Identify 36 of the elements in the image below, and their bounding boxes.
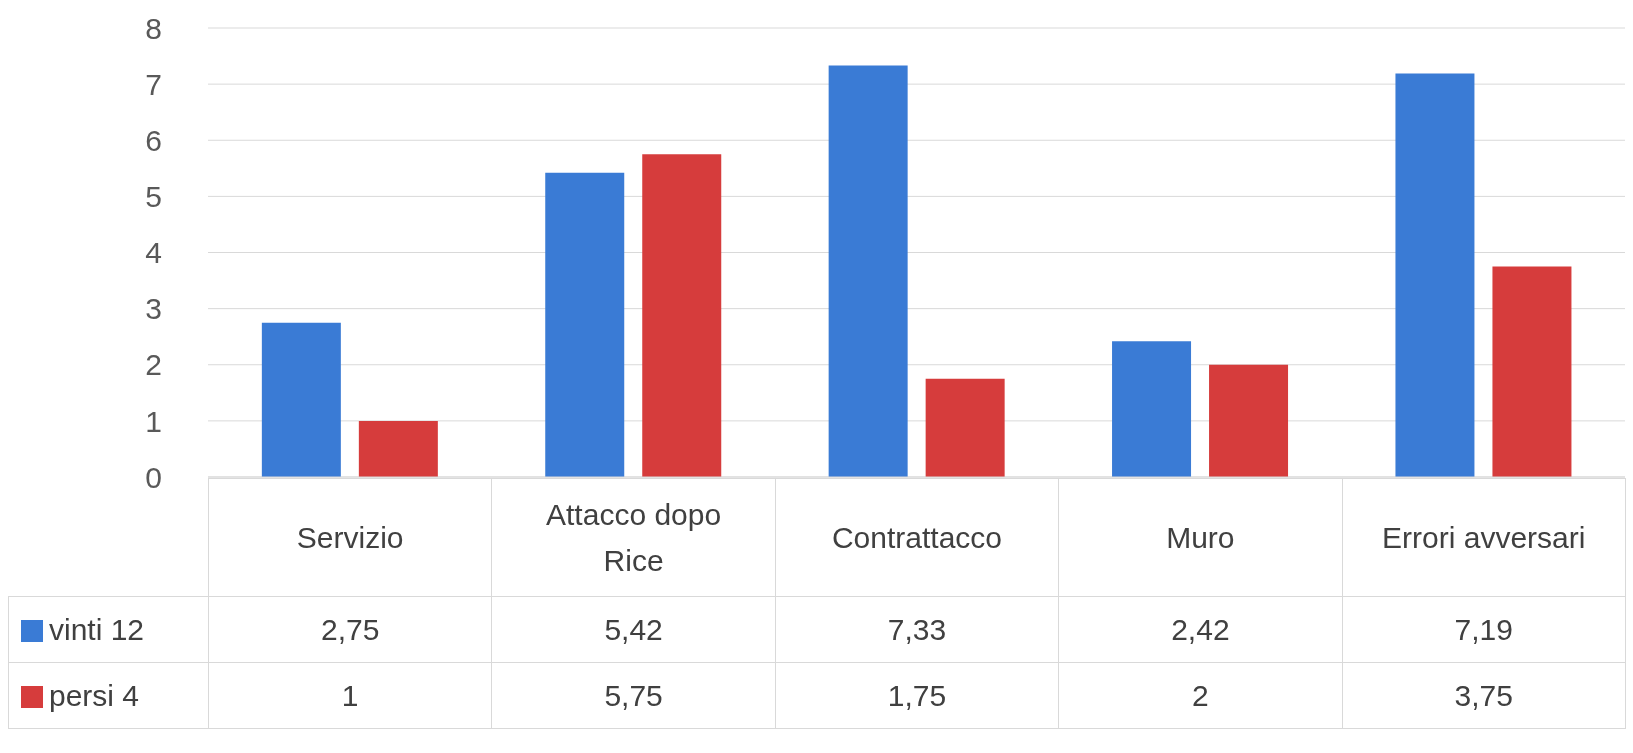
y-tick-label: 7 [145,67,162,101]
bar [358,420,438,477]
data-label: 1 [208,662,492,729]
data-label: 5,75 [491,662,776,729]
data-label: 3,75 [1342,662,1626,729]
y-tick-label: 2 [145,348,162,382]
bar [1395,73,1475,477]
bar [828,65,908,477]
y-tick-label: 0 [145,460,162,494]
data-label: 2,42 [1058,596,1343,663]
data-label: 7,33 [775,596,1059,663]
y-tick-label: 4 [145,236,162,270]
x-tick-label: Servizio [295,519,405,556]
x-tick-label: Muro [1165,519,1236,556]
legend-label: persi 4 [49,679,140,713]
legend-label: vinti 12 [49,613,145,647]
data-label: 2 [1058,662,1343,729]
x-tick-label: Contrattacco [830,519,1003,556]
bar [925,378,1005,477]
y-tick-label: 6 [145,123,162,157]
bar [1112,341,1192,477]
data-label: 2,75 [208,596,492,663]
data-label: 5,42 [491,596,776,663]
data-label: 1,75 [775,662,1059,729]
bar [1209,364,1289,477]
bar [261,322,341,477]
y-tick-label: 5 [145,180,162,214]
bar [642,154,722,477]
y-tick-label: 1 [145,404,162,438]
x-tick-label: Errori avversari [1381,519,1587,556]
data-label: 7,19 [1342,596,1626,663]
bar [1492,266,1572,477]
y-tick-label: 3 [145,292,162,326]
x-tick-label: Attacco dopo Rice [545,496,723,579]
y-tick-label: 8 [145,11,162,45]
bar [545,172,625,477]
